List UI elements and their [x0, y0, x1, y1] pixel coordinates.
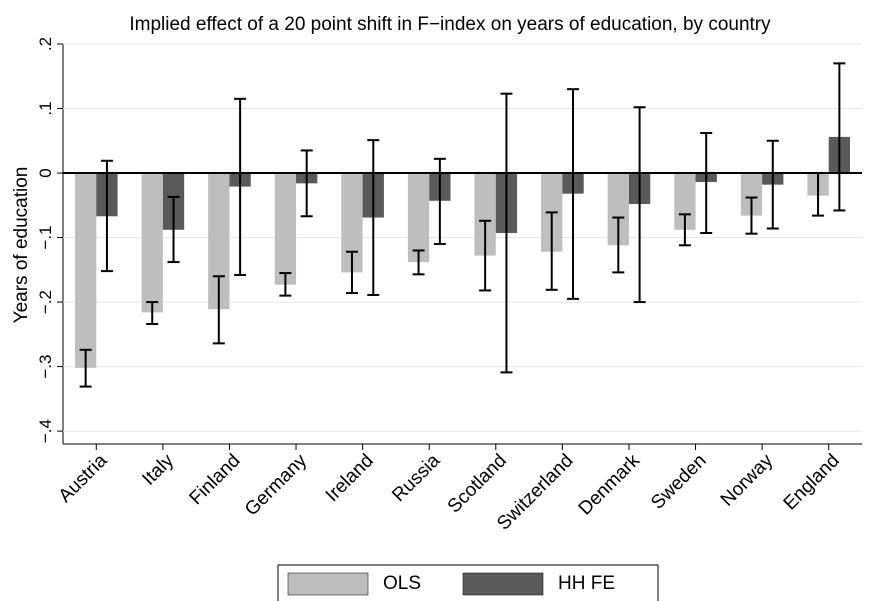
bar: [141, 173, 163, 313]
legend-label: OLS: [383, 573, 421, 594]
x-tick-label: Finland: [186, 450, 245, 509]
error-bar: [545, 211, 558, 291]
x-tick-label: Italy: [138, 450, 178, 490]
error-bar: [745, 196, 758, 235]
bar: [407, 173, 430, 263]
error-bar: [300, 149, 313, 218]
x-tick-label: Russia: [388, 450, 444, 506]
error-bar: [212, 275, 225, 345]
y-tick-label: 0: [36, 168, 55, 177]
error-bar: [433, 157, 446, 245]
x-tick-label: Ireland: [322, 450, 378, 506]
bar: [474, 173, 496, 256]
y-tick-label: .2: [36, 37, 55, 51]
bar: [74, 173, 97, 368]
bar: [607, 173, 629, 246]
error-bar: [500, 92, 513, 374]
x-tick-label: Denmark: [575, 450, 645, 520]
legend-swatch: [462, 572, 544, 596]
error-bar: [567, 88, 580, 300]
y-tick-label: −.3: [36, 355, 55, 379]
legend-swatch: [287, 572, 369, 596]
error-bar: [412, 249, 425, 276]
error-bar: [167, 195, 180, 264]
bar: [274, 173, 297, 285]
bar: [674, 173, 696, 230]
error-bar: [279, 272, 292, 297]
y-tick-label: −.2: [36, 290, 55, 314]
error-bar: [79, 348, 92, 388]
error-bar: [612, 216, 625, 274]
error-bar: [833, 62, 846, 212]
y-tick-label: −.4: [36, 419, 55, 443]
bar: [341, 173, 363, 273]
bar: [208, 173, 230, 310]
chart-title: Implied effect of a 20 point shift in F−…: [129, 14, 771, 35]
error-bar: [234, 97, 247, 276]
y-tick-label: −.1: [36, 225, 55, 249]
bar: [740, 173, 763, 216]
error-bar: [146, 301, 159, 325]
error-bar: [678, 213, 691, 247]
error-bar: [345, 250, 358, 295]
x-tick-label: England: [780, 450, 844, 514]
x-tick-label: Norway: [717, 450, 778, 511]
y-tick-label: .1: [36, 101, 55, 115]
x-tick-label: Germany: [241, 450, 311, 520]
error-bar: [766, 139, 779, 230]
x-tick-label: Austria: [55, 450, 112, 507]
y-axis-title: Years of education: [11, 167, 32, 324]
x-tick-label: Sweden: [647, 450, 710, 513]
legend-label: HH FE: [558, 573, 615, 594]
x-tick-label: Scotland: [444, 450, 511, 517]
error-bar: [700, 132, 713, 235]
error-bar: [367, 139, 380, 296]
error-bar: [100, 159, 113, 273]
error-bar: [633, 106, 646, 304]
error-bar: [479, 219, 492, 292]
